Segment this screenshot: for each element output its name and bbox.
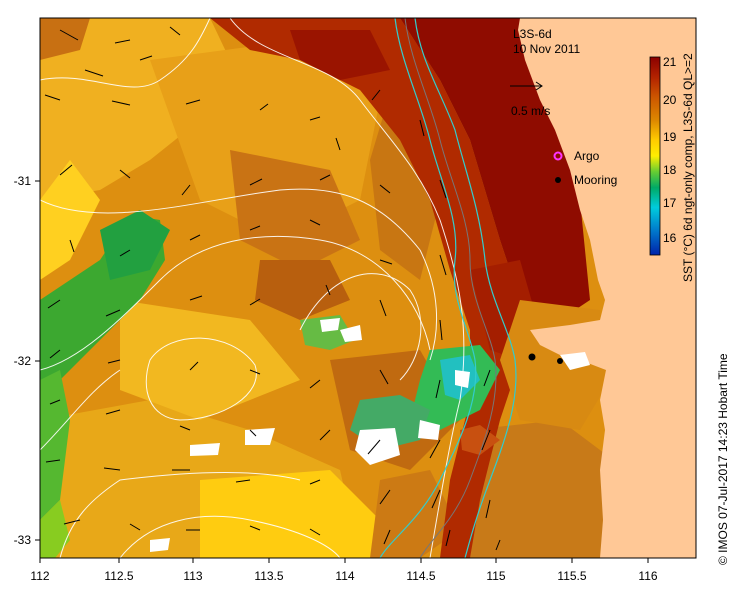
x-tick-label: 112 bbox=[30, 569, 49, 583]
colorbar-tick: 18 bbox=[663, 163, 677, 177]
map-date: 10 Nov 2011 bbox=[513, 42, 580, 56]
mooring-markers bbox=[528, 353, 563, 364]
legend: Argo Mooring bbox=[553, 149, 617, 187]
colorbar-tick: 20 bbox=[663, 93, 677, 107]
mooring-symbol bbox=[555, 177, 561, 183]
colorbar-tick: 16 bbox=[663, 231, 677, 245]
x-tick-label: 115 bbox=[486, 569, 505, 583]
argo-symbol bbox=[553, 151, 563, 161]
colorbar-tick: 17 bbox=[663, 196, 677, 210]
x-tick-label: 115.5 bbox=[557, 569, 586, 583]
sst-field bbox=[40, 18, 696, 558]
x-tick-label: 112.5 bbox=[104, 569, 133, 583]
colorbar-tick: 19 bbox=[663, 130, 677, 144]
colorbar: 21 20 19 18 17 16 SST (°C) 6d ngt-only c… bbox=[649, 53, 695, 282]
y-axis-ticks bbox=[35, 180, 40, 541]
mooring-label: Mooring bbox=[574, 173, 617, 187]
y-tick-label: -33 bbox=[14, 533, 32, 547]
current-vectors bbox=[44, 26, 501, 551]
colorbar-tick: 21 bbox=[663, 55, 677, 69]
y-tick-label: -32 bbox=[14, 354, 32, 368]
plot-frame bbox=[39, 17, 697, 559]
credit-text: © IMOS 07-Jul-2017 14:23 Hobart Time bbox=[716, 353, 730, 565]
map-title: L3S-6d bbox=[513, 27, 552, 41]
x-axis-ticks bbox=[39, 558, 649, 563]
x-tick-label: 114.5 bbox=[406, 569, 435, 583]
scale-label: 0.5 m/s bbox=[511, 104, 550, 118]
x-tick-label: 113.5 bbox=[254, 569, 283, 583]
x-tick-label: 114 bbox=[335, 569, 354, 583]
x-tick-label: 113 bbox=[183, 569, 202, 583]
colorbar-label: SST (°C) 6d ngt-only comp, L3S-6d QL>=2 bbox=[681, 53, 695, 282]
y-tick-label: -31 bbox=[14, 174, 32, 188]
scale-arrow bbox=[510, 81, 543, 91]
x-tick-label: 116 bbox=[638, 569, 657, 583]
argo-label: Argo bbox=[574, 149, 600, 163]
